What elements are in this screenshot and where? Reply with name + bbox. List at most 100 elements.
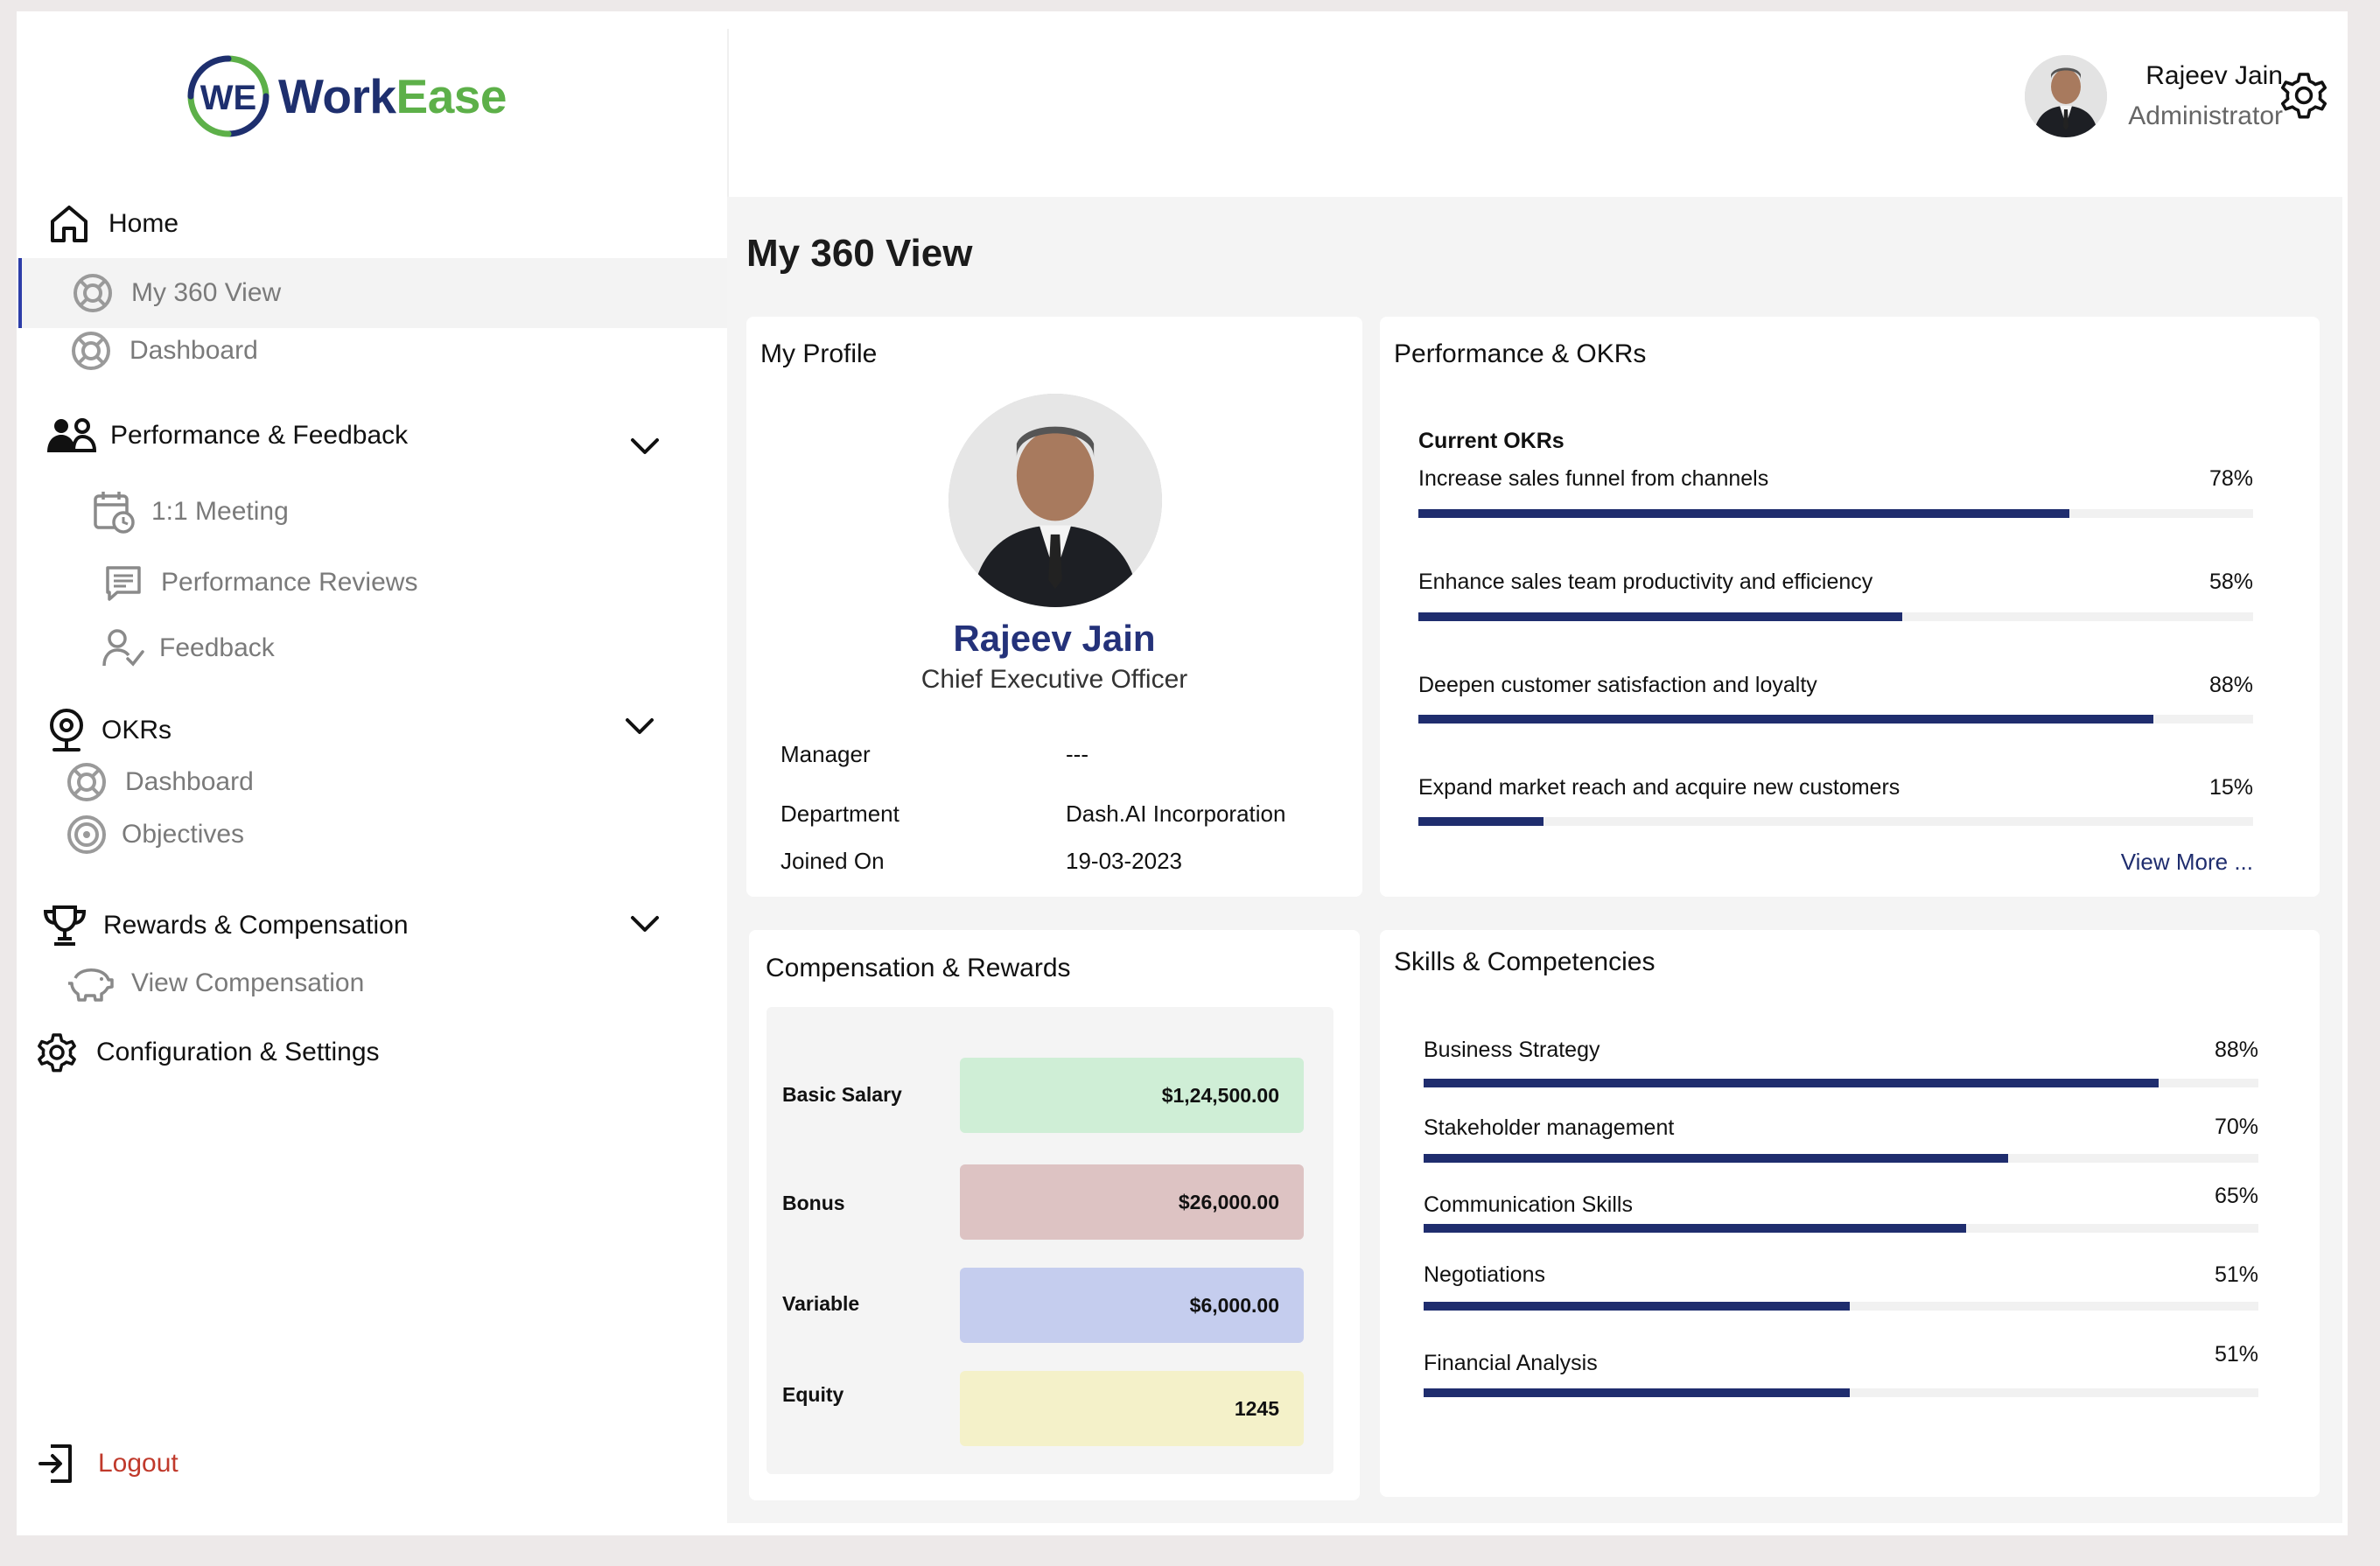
okr-progress-track xyxy=(1418,612,2253,621)
nav-feedback-label: Feedback xyxy=(159,633,275,662)
chevron-down-icon[interactable] xyxy=(629,912,661,935)
my-profile-title: My Profile xyxy=(760,339,878,368)
basic-salary-value: $1,24,500.00 xyxy=(960,1058,1304,1133)
okr-progress-fill xyxy=(1418,715,2153,724)
calendar-clock-icon xyxy=(94,492,135,534)
nav-home[interactable]: Home xyxy=(47,202,178,246)
nav-performance-reviews-label: Performance Reviews xyxy=(161,568,418,597)
logout-button[interactable]: Logout xyxy=(37,1443,178,1485)
header-divider xyxy=(727,29,729,204)
joined-on-label: Joined On xyxy=(780,848,885,874)
nav-objectives[interactable]: Objectives xyxy=(66,814,244,856)
user-name: Rajeev Jain xyxy=(2146,61,2283,90)
skills-title: Skills & Competencies xyxy=(1394,947,1656,976)
nav-view-compensation-label: View Compensation xyxy=(131,968,365,997)
skill-label: Negotiations xyxy=(1424,1262,1545,1287)
user-profile-menu[interactable]: Rajeev Jain Administrator xyxy=(2025,55,2283,137)
sidebar: WE WorkEase Home My 360 View xyxy=(17,11,727,1535)
chevron-down-icon[interactable] xyxy=(624,715,655,738)
okr-progress-track xyxy=(1418,715,2253,724)
nav-okrs-label: OKRs xyxy=(102,716,172,745)
okr-progress-fill xyxy=(1418,509,2070,518)
nav-one-on-one-label: 1:1 Meeting xyxy=(151,497,289,526)
lifebuoy-icon xyxy=(67,763,106,801)
nav-okr-dashboard-label: Dashboard xyxy=(125,767,254,796)
avatar[interactable] xyxy=(2025,55,2108,137)
piggy-bank-icon xyxy=(68,968,114,1002)
skill-progress-fill xyxy=(1424,1302,1850,1311)
okr-progress-fill xyxy=(1418,612,1903,621)
nav-config-label: Configuration & Settings xyxy=(96,1038,380,1066)
okr-label: Enhance sales team productivity and effi… xyxy=(1418,570,1873,594)
compensation-rewards-card: Compensation & Rewards Basic Salary $1,2… xyxy=(749,930,1360,1500)
equity-value: 1245 xyxy=(960,1371,1304,1446)
bonus-label: Bonus xyxy=(782,1192,845,1214)
variable-value: $6,000.00 xyxy=(960,1268,1304,1343)
skill-percent: 51% xyxy=(2214,1342,2258,1367)
user-photo-icon xyxy=(948,394,1162,607)
performance-okrs-title: Performance & OKRs xyxy=(1394,339,1647,368)
logo-wordmark: WorkEase xyxy=(278,68,507,124)
nav-view-compensation[interactable]: View Compensation xyxy=(66,964,364,1003)
nav-dashboard[interactable]: Dashboard xyxy=(70,330,258,372)
nav-my360-view[interactable]: My 360 View xyxy=(18,258,727,328)
logo-work: Work xyxy=(278,69,396,123)
profile-name: Rajeev Jain xyxy=(953,618,1156,659)
webcam-icon xyxy=(50,709,83,752)
settings-gear-icon[interactable] xyxy=(2278,69,2330,122)
skill-percent: 65% xyxy=(2214,1184,2258,1208)
okr-percent: 78% xyxy=(2208,466,2253,491)
nav-dashboard-label: Dashboard xyxy=(130,336,258,365)
skill-progress-fill xyxy=(1424,1079,2159,1087)
nav-performance-feedback-label: Performance & Feedback xyxy=(110,421,409,450)
okr-percent: 88% xyxy=(2208,673,2253,697)
workease-logo[interactable]: WE WorkEase xyxy=(186,48,507,144)
lifebuoy-icon xyxy=(72,332,110,370)
nav-performance-reviews[interactable]: Performance Reviews xyxy=(103,563,417,603)
my-profile-card: My Profile Rajeev Jain Chief Executive O… xyxy=(746,317,1362,897)
home-icon xyxy=(51,206,88,242)
page-title: My 360 View xyxy=(746,232,973,275)
equity-label: Equity xyxy=(782,1383,844,1406)
nav-home-label: Home xyxy=(108,209,179,238)
user-check-icon xyxy=(102,629,144,667)
nav-feedback[interactable]: Feedback xyxy=(102,627,275,669)
app-window: WE WorkEase Home My 360 View xyxy=(17,11,2348,1535)
user-role: Administrator xyxy=(2128,101,2283,130)
target-icon xyxy=(67,815,106,854)
nav-one-on-one-meeting[interactable]: 1:1 Meeting xyxy=(92,489,289,535)
skill-progress-track xyxy=(1424,1079,2258,1087)
skill-progress-fill xyxy=(1424,1224,1967,1233)
current-okrs-heading: Current OKRs xyxy=(1418,429,1564,453)
manager-label: Manager xyxy=(780,741,871,767)
okr-progress-track xyxy=(1418,509,2253,518)
comment-lines-icon xyxy=(106,566,141,601)
skill-label: Communication Skills xyxy=(1424,1192,1633,1217)
joined-on-value: 19-03-2023 xyxy=(1066,848,1182,874)
okr-label: Increase sales funnel from channels xyxy=(1418,466,1769,491)
nav-performance-feedback[interactable]: Performance & Feedback xyxy=(46,416,408,456)
skill-percent: 51% xyxy=(2214,1262,2258,1287)
logo-ease: Ease xyxy=(396,69,508,123)
bonus-value: $26,000.00 xyxy=(960,1164,1304,1240)
skill-label: Financial Analysis xyxy=(1424,1351,1598,1375)
nav-configuration-settings[interactable]: Configuration & Settings xyxy=(35,1031,380,1074)
skill-progress-fill xyxy=(1424,1154,2008,1163)
skill-progress-fill xyxy=(1424,1388,1850,1397)
nav-okrs[interactable]: OKRs xyxy=(47,708,172,753)
profile-avatar xyxy=(948,394,1162,607)
compensation-panel: Basic Salary $1,24,500.00 Bonus $26,000.… xyxy=(766,1007,1334,1474)
manager-value: --- xyxy=(1066,741,1088,767)
trophy-icon xyxy=(43,905,87,946)
lifebuoy-icon xyxy=(74,274,112,312)
okr-label: Deepen customer satisfaction and loyalty xyxy=(1418,673,1817,697)
department-label: Department xyxy=(780,800,900,827)
skills-competencies-card: Skills & Competencies Business Strategy 8… xyxy=(1380,930,2320,1497)
chevron-down-icon[interactable] xyxy=(629,435,661,458)
nav-okr-dashboard[interactable]: Dashboard xyxy=(66,761,254,803)
view-more-link[interactable]: View More ... xyxy=(2120,849,2253,875)
okr-progress-fill xyxy=(1418,817,1544,826)
nav-rewards-compensation[interactable]: Rewards & Compensation xyxy=(42,904,409,947)
skill-progress-track xyxy=(1424,1302,2258,1311)
logout-label: Logout xyxy=(98,1449,178,1478)
